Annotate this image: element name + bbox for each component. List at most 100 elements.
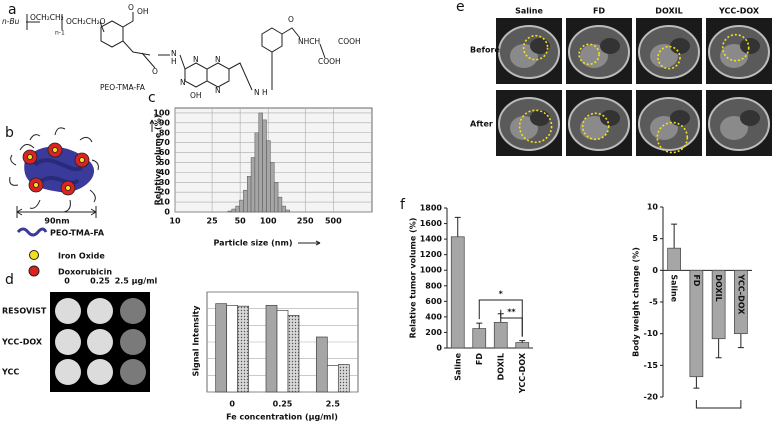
well	[87, 359, 113, 385]
x-tick-label: 2.5	[326, 400, 341, 409]
x-axis-label: Fe concentration (μg/ml)	[226, 413, 338, 422]
atom-label: n-1	[55, 30, 65, 37]
x-tick-label: YCC-DOX	[736, 273, 745, 315]
x-tick-label: FD	[475, 353, 484, 365]
strand	[9, 127, 99, 213]
organ	[600, 110, 620, 126]
y-axis-label: Relative volume (%)	[154, 115, 163, 206]
column-label: 2.5 μg/ml	[115, 277, 158, 286]
y-tick-label: 40	[159, 168, 171, 177]
phantom: 0 0.25 2.5 μg/ml RESOVIST YCC-DOX YCC	[1, 277, 158, 392]
y-tick-label: -5	[649, 298, 658, 307]
atom-label: n-Bu	[2, 17, 20, 26]
significance-bracket	[500, 309, 523, 337]
bond	[179, 54, 186, 70]
x-tick-label: 500	[325, 217, 342, 226]
histogram-bar	[270, 162, 275, 213]
strand	[33, 158, 84, 185]
bar	[315, 336, 328, 393]
bar	[276, 309, 289, 393]
atom-label: COOH	[318, 57, 341, 66]
y-tick-label: 10	[647, 203, 659, 212]
panel-label: a	[8, 2, 17, 18]
column-label: 0	[64, 277, 70, 286]
x-tick-label: DOXIL	[714, 274, 723, 301]
structure-bonds	[26, 12, 326, 91]
ring	[184, 62, 208, 88]
axis-arrow	[149, 119, 155, 132]
ring	[206, 62, 230, 88]
error-bar	[715, 338, 722, 359]
y-axis-label: Relative tumor volume (%)	[409, 218, 418, 339]
x-tick-label: 50	[235, 217, 247, 226]
bond	[122, 12, 134, 28]
bar	[326, 364, 339, 393]
organ	[670, 110, 690, 126]
x-tick-label: Saline	[453, 352, 462, 380]
size-label: 90nm	[44, 217, 69, 226]
atom-label: H	[171, 57, 177, 66]
y-tick-label: 20	[159, 188, 171, 197]
panel-label: d	[5, 272, 14, 288]
x-tick-label: 100	[260, 217, 277, 226]
organ	[740, 38, 760, 54]
compound-name: PEO-TMA-FA	[100, 83, 146, 92]
legend-label: PEO-TMA-FA	[50, 229, 105, 238]
column-label: Saline	[515, 7, 543, 16]
y-tick-label: 1400	[420, 235, 443, 244]
well	[120, 359, 146, 385]
bracket	[695, 400, 742, 409]
bar	[226, 304, 239, 393]
atom-label: N	[180, 78, 186, 87]
histogram-bar	[281, 205, 287, 213]
organ	[530, 110, 550, 126]
atom-label: NHCH	[298, 37, 320, 46]
y-tick-label: 100	[153, 108, 170, 117]
x-tick-label: DOXIL	[496, 353, 505, 380]
atom-label: COOH	[338, 37, 361, 46]
ring	[261, 27, 283, 53]
error-bar	[671, 223, 678, 249]
panel-label: b	[5, 125, 14, 141]
histogram-bar	[227, 210, 233, 213]
x-tick-label: 10	[169, 217, 181, 226]
organ	[510, 116, 538, 140]
significance-label: **	[507, 308, 516, 317]
iron-oxide	[79, 157, 85, 163]
bond	[122, 40, 151, 56]
iron-oxide	[33, 182, 39, 188]
y-tick-label: 1800	[420, 204, 443, 213]
legend-swatch	[29, 250, 39, 260]
bar	[472, 328, 487, 349]
organ	[580, 116, 608, 140]
atom-label: O	[128, 3, 134, 12]
atom-label: N	[215, 55, 221, 64]
legend-swatch	[16, 227, 48, 237]
organ	[510, 44, 538, 68]
well	[120, 329, 146, 355]
well	[55, 329, 81, 355]
organ	[670, 38, 690, 54]
atom-label: OH	[137, 7, 149, 16]
y-tick-label: -20	[644, 393, 659, 402]
y-tick-label: 1600	[420, 219, 443, 228]
row-label: YCC-DOX	[1, 338, 43, 347]
well	[87, 329, 113, 355]
atom-label: N	[215, 86, 221, 95]
legend-swatch	[28, 265, 40, 277]
bar	[265, 304, 278, 393]
roi	[581, 112, 610, 141]
roi	[518, 109, 553, 144]
atom-label: OH	[190, 91, 202, 100]
organ	[530, 38, 550, 54]
mri-panel: Saline FD DOXIL YCC-DOX Before After	[470, 7, 772, 156]
y-tick-label: 0	[436, 344, 442, 353]
x-tick-label: 0.25	[273, 400, 293, 409]
row-label: RESOVIST	[2, 307, 47, 316]
x-axis-label: Particle size (nm)	[214, 239, 293, 248]
bar	[287, 314, 300, 393]
bar	[450, 236, 465, 349]
atom-label: N	[193, 55, 199, 64]
